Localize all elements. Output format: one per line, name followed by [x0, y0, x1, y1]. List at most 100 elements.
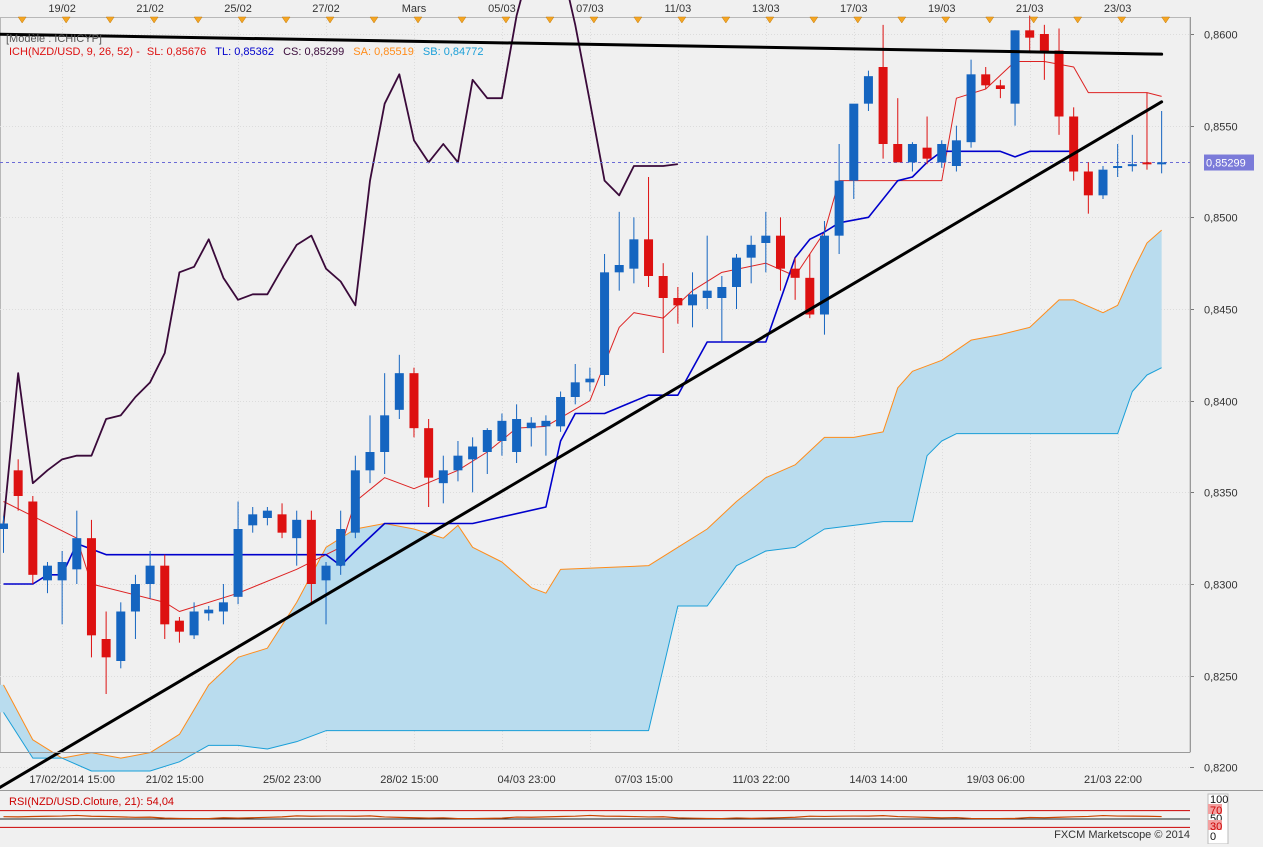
- candle[interactable]: [834, 144, 844, 254]
- candle[interactable]: [394, 354, 404, 419]
- candle[interactable]: [688, 272, 698, 328]
- candle[interactable]: [893, 98, 903, 163]
- candle[interactable]: [57, 551, 67, 625]
- candle-body: [951, 140, 961, 166]
- candle[interactable]: [42, 562, 52, 594]
- session-marker: [281, 16, 291, 24]
- top-date-label: 21/03: [1016, 3, 1044, 15]
- candle[interactable]: [526, 417, 536, 447]
- candle[interactable]: [1010, 30, 1020, 126]
- candle[interactable]: [644, 177, 654, 287]
- candle[interactable]: [424, 419, 434, 507]
- candle[interactable]: [732, 254, 741, 309]
- candle[interactable]: [600, 254, 610, 386]
- candle[interactable]: [130, 574, 140, 639]
- candle[interactable]: [321, 562, 331, 625]
- candle[interactable]: [1157, 111, 1167, 174]
- candle[interactable]: [306, 510, 316, 603]
- candle[interactable]: [512, 404, 522, 463]
- candle[interactable]: [497, 413, 507, 456]
- candle[interactable]: [482, 428, 492, 474]
- candle[interactable]: [878, 24, 888, 159]
- candle[interactable]: [0, 516, 8, 553]
- candle[interactable]: [819, 221, 829, 335]
- candle[interactable]: [350, 455, 360, 539]
- candle[interactable]: [292, 510, 302, 566]
- candle-body: [995, 85, 1005, 89]
- candle[interactable]: [1127, 134, 1137, 172]
- candle[interactable]: [116, 602, 126, 669]
- candle[interactable]: [1083, 162, 1093, 214]
- candle-body: [0, 523, 8, 529]
- candle[interactable]: [409, 367, 419, 438]
- candle[interactable]: [86, 519, 96, 658]
- candle[interactable]: [453, 441, 463, 482]
- candle[interactable]: [922, 116, 932, 165]
- candle[interactable]: [761, 211, 771, 273]
- candle[interactable]: [336, 510, 346, 575]
- candle-body: [453, 455, 463, 471]
- candle[interactable]: [629, 217, 639, 284]
- session-marker: [61, 16, 71, 24]
- candle[interactable]: [204, 606, 214, 621]
- trendline[interactable]: [0, 32, 1164, 56]
- candle[interactable]: [277, 503, 287, 539]
- candle[interactable]: [189, 602, 199, 639]
- candle[interactable]: [951, 125, 961, 172]
- candle[interactable]: [248, 507, 258, 533]
- candle[interactable]: [438, 455, 448, 504]
- candle[interactable]: [28, 496, 38, 584]
- candle[interactable]: [541, 415, 551, 456]
- candle[interactable]: [790, 257, 800, 300]
- rsi-legend: RSI(NZD/USD.Cloture, 21): 54,04: [9, 796, 175, 808]
- candle[interactable]: [805, 254, 815, 319]
- candle[interactable]: [614, 211, 624, 291]
- candle[interactable]: [966, 59, 976, 148]
- candle[interactable]: [1142, 92, 1152, 170]
- trendline[interactable]: [0, 100, 1164, 790]
- candle[interactable]: [365, 415, 375, 484]
- candle[interactable]: [702, 235, 712, 309]
- candle-body: [380, 415, 390, 452]
- candle[interactable]: [1054, 28, 1064, 135]
- candle[interactable]: [746, 235, 756, 284]
- candle[interactable]: [262, 507, 272, 526]
- trendlines[interactable]: [0, 32, 1164, 790]
- candle[interactable]: [937, 140, 947, 168]
- candle[interactable]: [863, 70, 873, 111]
- rsi-scale-highlight: [1208, 820, 1222, 830]
- candle[interactable]: [1025, 15, 1035, 53]
- candle-body: [1010, 30, 1020, 104]
- candle[interactable]: [174, 617, 184, 643]
- candle[interactable]: [1113, 144, 1123, 177]
- candle[interactable]: [717, 276, 727, 342]
- candle[interactable]: [72, 510, 82, 584]
- candle[interactable]: [570, 364, 580, 405]
- candle[interactable]: [145, 551, 155, 599]
- candle[interactable]: [673, 287, 683, 324]
- y-tick-label: 0,8500: [1204, 213, 1238, 225]
- candle[interactable]: [556, 391, 566, 432]
- candles[interactable]: [0, 15, 1167, 695]
- candle[interactable]: [233, 501, 243, 605]
- candle[interactable]: [101, 611, 111, 695]
- candle[interactable]: [380, 373, 390, 474]
- candle[interactable]: [995, 79, 1005, 99]
- candle[interactable]: [849, 103, 859, 199]
- candle[interactable]: [775, 217, 785, 291]
- candle-body: [350, 470, 360, 533]
- top-date-label: 07/03: [576, 3, 604, 15]
- candle[interactable]: [1098, 166, 1108, 199]
- candle-body: [512, 419, 522, 452]
- candle[interactable]: [13, 459, 23, 511]
- candle[interactable]: [585, 367, 595, 392]
- candle[interactable]: [218, 584, 228, 625]
- candle[interactable]: [160, 554, 170, 639]
- candle[interactable]: [981, 67, 991, 89]
- candle[interactable]: [468, 437, 478, 493]
- candle[interactable]: [1069, 107, 1079, 181]
- candle[interactable]: [907, 142, 917, 172]
- candle[interactable]: [658, 263, 668, 353]
